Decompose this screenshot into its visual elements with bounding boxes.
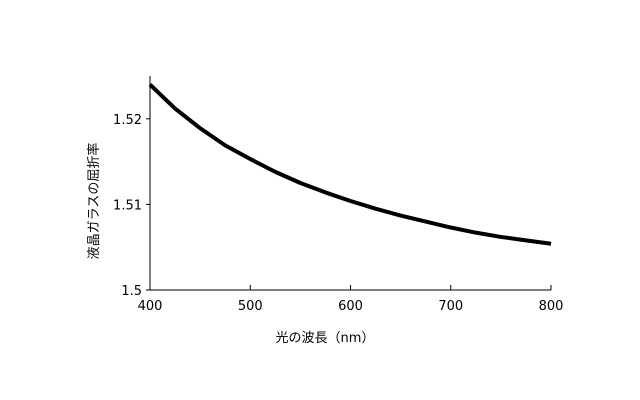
y-tick-label: 1.52	[113, 113, 142, 128]
x-tick-label: 600	[338, 299, 363, 314]
axes	[150, 76, 551, 290]
y-ticks: 1.5 1.51 1.52	[113, 113, 150, 299]
x-tick-label: 700	[438, 299, 463, 314]
x-tick-label: 500	[238, 299, 263, 314]
y-tick-label: 1.5	[121, 284, 142, 299]
x-tick-label: 400	[138, 299, 163, 314]
x-axis-label: 光の波長（nm）	[276, 331, 375, 346]
series-line	[150, 85, 551, 244]
series-group	[150, 85, 551, 244]
y-tick-label: 1.51	[113, 198, 142, 213]
x-tick-label: 800	[539, 299, 564, 314]
x-ticks: 400 500 600 700 800	[138, 285, 564, 314]
y-axis-label: 液晶ガラスの屈折率	[86, 143, 102, 260]
